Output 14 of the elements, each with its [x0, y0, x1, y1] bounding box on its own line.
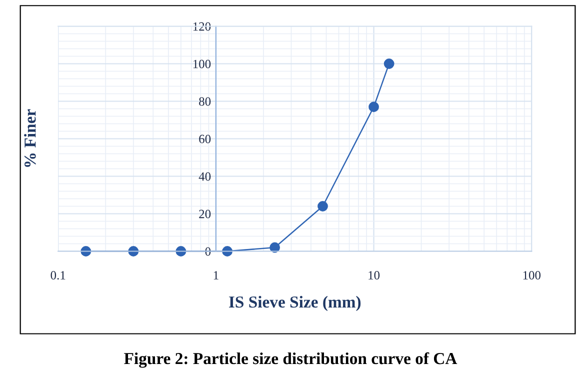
y-tick-label: 80 — [199, 97, 211, 106]
y-tick-label: 120 — [193, 22, 211, 31]
y-axis-title: % Finer — [24, 109, 36, 167]
y-tick-label: 20 — [199, 210, 211, 218]
y-tick-label: 100 — [193, 60, 211, 68]
y-tick-label: 40 — [198, 172, 211, 181]
y-tick-label: 60 — [199, 134, 211, 144]
x-tick-label: 0.1 — [50, 271, 66, 280]
x-tick-label: 10 — [368, 271, 380, 280]
x-axis-title: IS Sieve Size (mm) — [229, 296, 361, 312]
caption: Figure 2: Particle size distribution curve of CA — [124, 352, 458, 368]
x-tick-label: 1 — [214, 271, 218, 280]
x-tick-label: 100 — [523, 271, 541, 280]
point — [318, 201, 328, 212]
